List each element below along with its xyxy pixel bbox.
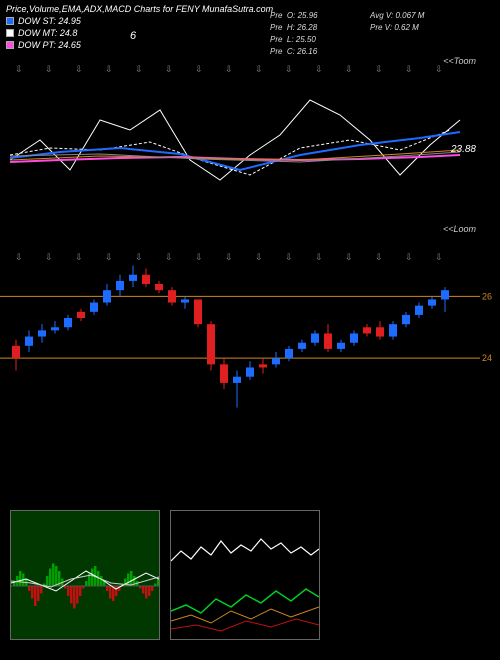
svg-text:⇩: ⇩	[435, 64, 443, 74]
svg-text:⇩: ⇩	[195, 252, 203, 262]
ema-value-label: 23.88	[451, 144, 476, 155]
indicator-panels: MACD: (12,26,9) 25.2, 24.85, 0.32 ADX (1…	[10, 510, 320, 640]
svg-text:⇩: ⇩	[225, 252, 233, 262]
svg-text:⇩: ⇩	[405, 64, 413, 74]
svg-text:⇩: ⇩	[435, 252, 443, 262]
svg-text:⇩: ⇩	[315, 64, 323, 74]
svg-text:⇩: ⇩	[375, 252, 383, 262]
svg-text:⇩: ⇩	[135, 252, 143, 262]
svg-text:⇩: ⇩	[195, 64, 203, 74]
ohlc-info: Pre O: 25.96Pre H: 26.28Pre L: 25.50Pre …	[270, 10, 318, 58]
svg-text:⇩: ⇩	[345, 252, 353, 262]
svg-text:⇩: ⇩	[165, 64, 173, 74]
svg-text:⇩: ⇩	[45, 64, 53, 74]
legend: DOW ST: 24.95DOW MT: 24.8DOW PT: 24.65	[6, 16, 81, 52]
volume-info: Avg V: 0.067 MPre V: 0.62 M	[370, 10, 424, 34]
svg-text:⇩: ⇩	[105, 64, 113, 74]
svg-text:⇩: ⇩	[15, 252, 23, 262]
svg-text:⇩: ⇩	[75, 64, 83, 74]
macd-panel: MACD: (12,26,9) 25.2, 24.85, 0.32	[10, 510, 160, 640]
svg-text:24: 24	[482, 353, 492, 363]
svg-text:⇩: ⇩	[165, 252, 173, 262]
svg-text:⇩: ⇩	[405, 252, 413, 262]
svg-text:⇩: ⇩	[255, 64, 263, 74]
adx-panel: ADX (14 day) 34, +33, -17	[170, 510, 320, 640]
svg-text:⇩: ⇩	[285, 252, 293, 262]
svg-text:⇩: ⇩	[285, 64, 293, 74]
svg-text:⇩: ⇩	[255, 252, 263, 262]
ema-chart: ⇩⇩⇩⇩⇩⇩⇩⇩⇩⇩⇩⇩⇩⇩⇩ <<Toom 23.88 <<Loom	[0, 60, 480, 230]
svg-text:⇩: ⇩	[315, 252, 323, 262]
svg-text:⇩: ⇩	[15, 64, 23, 74]
svg-text:⇩: ⇩	[345, 64, 353, 74]
svg-text:⇩: ⇩	[375, 64, 383, 74]
svg-text:26: 26	[482, 291, 492, 301]
loom-label: <<Loom	[443, 224, 476, 234]
candlestick-chart: 2624⇩⇩⇩⇩⇩⇩⇩⇩⇩⇩⇩⇩⇩⇩⇩	[0, 250, 480, 420]
svg-text:⇩: ⇩	[135, 64, 143, 74]
svg-text:⇩: ⇩	[225, 64, 233, 74]
toom-label: <<Toom	[443, 56, 476, 66]
svg-text:⇩: ⇩	[75, 252, 83, 262]
svg-text:⇩: ⇩	[105, 252, 113, 262]
legend-extra: 6	[130, 30, 136, 42]
svg-text:⇩: ⇩	[45, 252, 53, 262]
